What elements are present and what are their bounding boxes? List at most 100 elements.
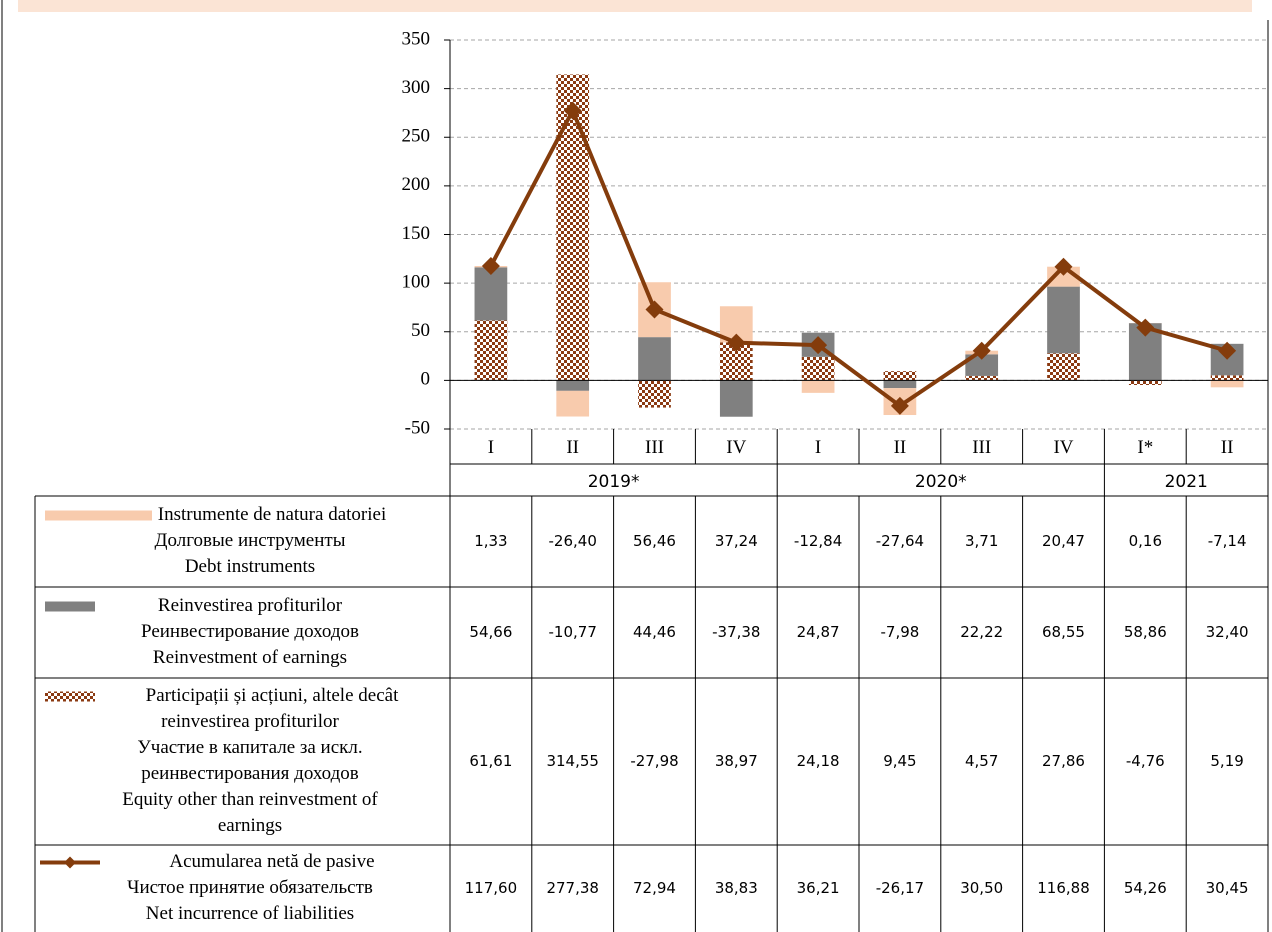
legend-label: Reinvestirea profiturilor — [158, 595, 343, 616]
bar — [1210, 375, 1244, 381]
marker — [809, 336, 828, 355]
legend-label: Equity other than reinvestment of — [122, 789, 378, 810]
bar — [638, 380, 671, 408]
x-tick-label: I — [488, 437, 494, 458]
table-value: -37,38 — [712, 623, 760, 641]
table-value: 44,46 — [633, 623, 676, 641]
x-tick-label: IV — [726, 437, 746, 458]
bar — [556, 390, 590, 417]
top-band — [18, 0, 1252, 12]
table-value: -7,98 — [880, 623, 919, 641]
bar — [883, 380, 917, 389]
legend-label: earnings — [218, 815, 282, 836]
table-value: -10,77 — [549, 623, 597, 641]
marker — [481, 257, 500, 276]
legend-label: reinvestirea profiturilor — [161, 711, 339, 732]
table-value: 37,24 — [715, 532, 758, 550]
table-value: -26,40 — [549, 532, 597, 550]
table-value: 4,57 — [965, 752, 998, 770]
legend-label: Долговые инструменты — [155, 530, 346, 551]
bar — [719, 380, 753, 417]
bar — [556, 380, 590, 391]
bar — [638, 337, 671, 381]
group-label: 2019* — [588, 472, 640, 492]
legend-swatch — [45, 510, 152, 521]
legend-label: Чистое принятие обязательств — [127, 877, 373, 898]
bar — [1047, 353, 1080, 381]
y-tick-label: 300 — [402, 77, 431, 98]
table-value: 24,87 — [797, 623, 840, 641]
table-value: 61,61 — [469, 752, 512, 770]
marker — [1218, 341, 1237, 360]
legend-label: Debt instruments — [185, 556, 315, 577]
x-tick-label: IV — [1053, 437, 1073, 458]
bar — [801, 380, 835, 393]
group-label: 2020* — [915, 472, 967, 492]
table-value: 24,18 — [797, 752, 840, 770]
legend-swatch — [45, 691, 95, 702]
y-tick-label: 250 — [402, 126, 431, 147]
table-value: 30,45 — [1206, 879, 1249, 897]
legend-label: Instrumente de natura datoriei — [158, 504, 386, 525]
table-value: 22,22 — [960, 623, 1003, 641]
marker — [1054, 257, 1073, 276]
marker — [727, 333, 746, 352]
table-value: 54,66 — [469, 623, 512, 641]
table-value: 30,50 — [960, 879, 1003, 897]
marker — [645, 300, 664, 319]
y-tick-label: 50 — [411, 320, 430, 341]
table-value: 1,33 — [474, 532, 507, 550]
table-value: 117,60 — [465, 879, 518, 897]
bar — [1128, 380, 1162, 386]
group-label: 2021 — [1165, 472, 1208, 492]
legend-label: Reinvestment of earnings — [153, 647, 347, 668]
bar — [556, 74, 590, 381]
legend-swatch — [64, 856, 76, 869]
legend-label: Участие в капитале за искл. — [137, 737, 362, 758]
x-tick-label: I — [815, 437, 821, 458]
table-value: 314,55 — [546, 752, 599, 770]
table-value: -7,14 — [1208, 532, 1247, 550]
marker — [1136, 318, 1155, 337]
x-tick-label: II — [894, 437, 907, 458]
bar — [474, 267, 508, 321]
x-tick-label: II — [566, 437, 579, 458]
table-value: 58,86 — [1124, 623, 1167, 641]
legend-label: Participații și acțiuni, altele decât — [146, 685, 399, 706]
table-value: -26,17 — [876, 879, 924, 897]
bar — [883, 371, 917, 381]
x-tick-label: I* — [1137, 437, 1153, 458]
y-tick-label: 0 — [421, 369, 431, 390]
bar — [965, 375, 999, 381]
y-tick-label: -50 — [405, 417, 430, 438]
table-value: -4,76 — [1126, 752, 1165, 770]
table-value: -27,98 — [630, 752, 678, 770]
table-value: 36,21 — [797, 879, 840, 897]
table-value: 277,38 — [546, 879, 599, 897]
table-value: 116,88 — [1037, 879, 1090, 897]
x-tick-label: III — [972, 437, 991, 458]
y-tick-label: 150 — [402, 223, 431, 244]
bar — [474, 320, 508, 381]
legend-label: реинвестирования доходов — [141, 763, 359, 784]
y-tick-label: 200 — [402, 174, 431, 195]
legend-label: Acumularea netă de pasive — [169, 851, 374, 872]
table-value: 0,16 — [1129, 532, 1162, 550]
table-value: 72,94 — [633, 879, 676, 897]
legend-swatch — [45, 601, 95, 612]
table-value: 56,46 — [633, 532, 676, 550]
line — [489, 105, 1228, 409]
y-tick-label: 100 — [402, 271, 431, 292]
x-tick-label: III — [645, 437, 664, 458]
table-value: 3,71 — [965, 532, 998, 550]
legend-label: Реинвестирование доходов — [141, 621, 359, 642]
bar — [1210, 380, 1244, 388]
table-value: 9,45 — [883, 752, 916, 770]
table-value: -27,64 — [876, 532, 924, 550]
table-value: 32,40 — [1206, 623, 1249, 641]
marker — [972, 341, 991, 360]
bar — [1047, 286, 1080, 354]
bar — [965, 354, 999, 376]
table-value: -12,84 — [794, 532, 842, 550]
